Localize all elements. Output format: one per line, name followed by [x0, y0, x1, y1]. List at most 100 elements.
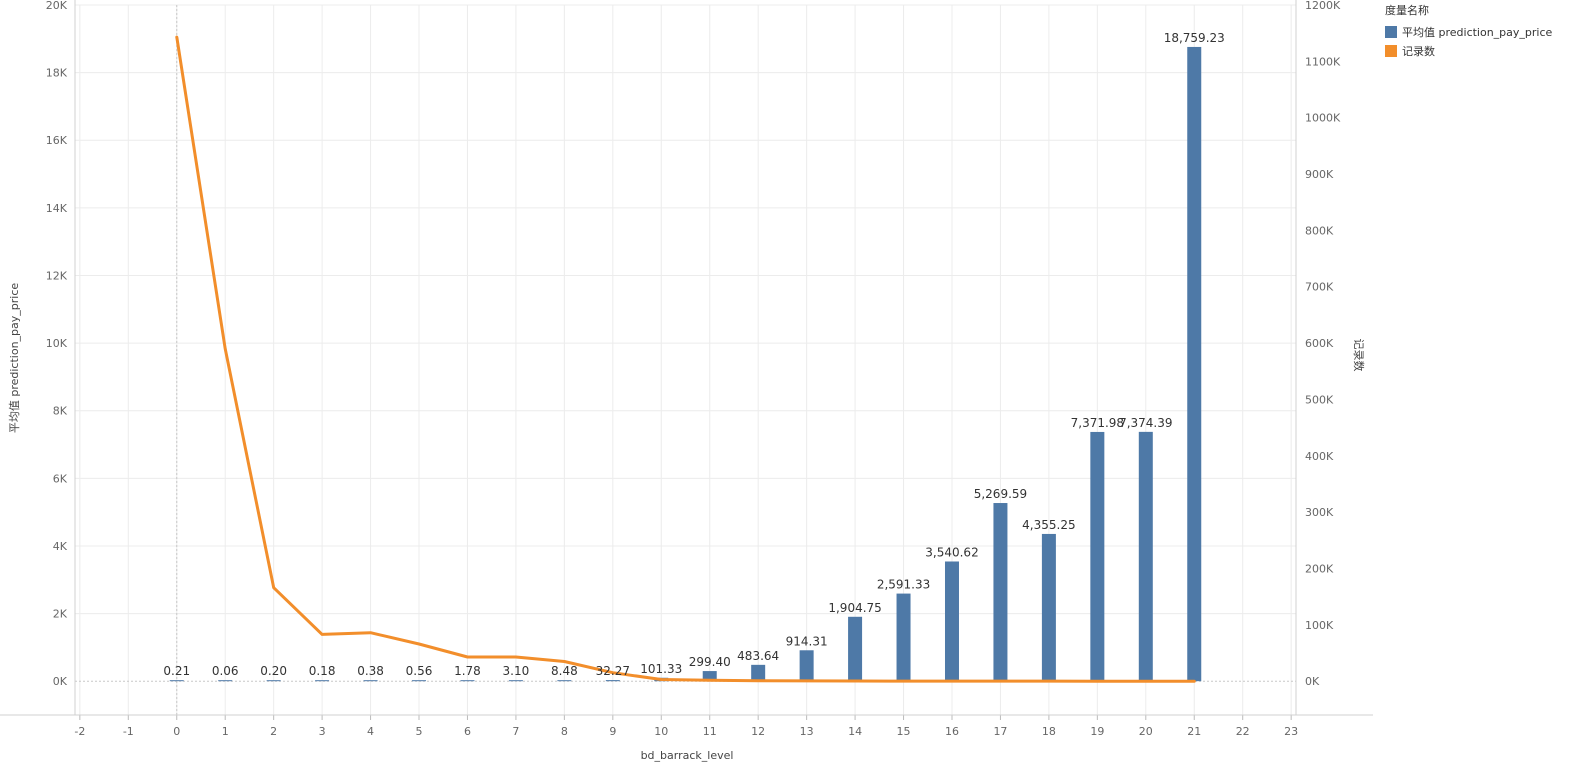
x-tick-label: 5	[416, 725, 423, 738]
x-tick-label: 23	[1284, 725, 1298, 738]
legend-item-record-count[interactable]: 记录数	[1385, 41, 1552, 60]
data-labels: 0.21 0.06 0.20 0.18 0.38 0.56 1.78 3.10 8.48 32.2…	[163, 31, 1224, 678]
x-axis-title: bd_barrack_level	[641, 749, 734, 762]
y-left-tick-label: 8K	[53, 405, 68, 418]
y-right-tick-label: 0K	[1305, 675, 1320, 688]
bar	[1187, 46, 1202, 682]
x-tick-label: 8	[561, 725, 568, 738]
y-right-tick-label: 1000K	[1305, 112, 1341, 125]
bar	[848, 616, 863, 682]
x-tick-label: 17	[993, 725, 1007, 738]
bar	[751, 664, 766, 682]
bar	[993, 503, 1008, 682]
legend-swatch-avg-price	[1385, 25, 1397, 38]
bar-data-label: 2,591.33	[877, 578, 930, 592]
bar-data-label: 0.38	[357, 664, 384, 678]
bar-data-label: 3.10	[503, 664, 530, 678]
y-left-tick-label: 0K	[53, 675, 68, 688]
bar-data-label: 0.56	[406, 664, 433, 678]
y-left-tick-label: 10K	[46, 337, 68, 350]
bar	[412, 680, 427, 682]
bar-data-label: 4,355.25	[1022, 518, 1075, 532]
bar-data-label: 483.64	[737, 649, 779, 663]
bar	[1041, 533, 1056, 682]
bar-data-label: 0.18	[309, 664, 336, 678]
y-left-tick-label: 18K	[46, 67, 68, 80]
x-tick-label: 19	[1090, 725, 1104, 738]
bar	[799, 650, 814, 682]
legend-title: 度量名称	[1385, 4, 1429, 17]
legend-label-avg-price: 平均值 prediction_pay_price	[1402, 25, 1553, 39]
bar-data-label: 18,759.23	[1164, 31, 1225, 45]
x-tick-label: 1	[222, 725, 229, 738]
bar	[944, 561, 959, 682]
bar	[1138, 431, 1153, 682]
y-right-tick-label: 700K	[1305, 281, 1334, 294]
bar-data-label: 914.31	[786, 634, 828, 648]
y-right-tick-label: 100K	[1305, 619, 1334, 632]
y-left-tick-label: 16K	[46, 134, 68, 147]
x-tick-label: 11	[703, 725, 717, 738]
x-tick-label: 7	[512, 725, 519, 738]
bar	[1090, 431, 1105, 682]
x-tick-label: 18	[1042, 725, 1056, 738]
bar	[460, 680, 475, 682]
x-tick-label: 2	[270, 725, 277, 738]
y-left-tick-label: 2K	[53, 608, 68, 621]
x-tick-label: 14	[848, 725, 862, 738]
x-tick-label: 6	[464, 725, 471, 738]
bar-data-label: 7,374.39	[1119, 416, 1172, 430]
bar	[169, 680, 184, 682]
y-right-tick-label: 1200K	[1305, 0, 1341, 12]
legend-item-avg-price[interactable]: 平均值 prediction_pay_price	[1385, 22, 1552, 41]
bar	[605, 680, 620, 682]
x-tick-label: 15	[897, 725, 911, 738]
x-tick-label: 22	[1236, 725, 1250, 738]
bar-data-label: 8.48	[551, 664, 578, 678]
x-tick-label: 0	[173, 725, 180, 738]
y-left-tick-label: 12K	[46, 269, 68, 282]
bar-data-label: 0.20	[260, 664, 287, 678]
bar-series	[169, 46, 1202, 682]
bar	[896, 593, 911, 682]
y-right-tick-label: 300K	[1305, 506, 1334, 519]
y-left-tick-label: 14K	[46, 202, 68, 215]
y-left-tick-label: 4K	[53, 540, 68, 553]
x-tick-label: 4	[367, 725, 374, 738]
bar-data-label: 101.33	[640, 662, 682, 676]
bar	[702, 671, 717, 682]
bar-data-label: 7,371.98	[1071, 416, 1124, 430]
bar-data-label: 0.06	[212, 664, 239, 678]
y-right-tick-label: 1100K	[1305, 55, 1341, 68]
bar	[557, 680, 572, 682]
y-right-tick-label: 400K	[1305, 450, 1334, 463]
bar-data-label: 3,540.62	[925, 545, 978, 559]
x-tick-label: -2	[74, 725, 85, 738]
bar	[315, 680, 330, 682]
grid-lines	[75, 4, 1296, 715]
axes: -2 -1 0 1 2 3 4 5 6 7 8 9 10 11 12 13 14 15 16 17 18 19 20 21 22…	[0, 0, 1373, 738]
y-left-tick-label: 6K	[53, 472, 68, 485]
y-right-tick-label: 800K	[1305, 224, 1334, 237]
x-tick-label: 3	[319, 725, 326, 738]
bar	[363, 680, 378, 682]
bar-data-label: 1,904.75	[828, 601, 881, 615]
x-tick-label: 21	[1187, 725, 1201, 738]
line-series	[175, 35, 1196, 683]
bar-data-label: 1.78	[454, 664, 481, 678]
x-tick-label: 16	[945, 725, 959, 738]
legend-swatch-record-count	[1385, 44, 1397, 57]
x-tick-label: 10	[654, 725, 668, 738]
record-count-line	[175, 35, 1196, 683]
x-tick-label: 20	[1139, 725, 1153, 738]
y-right-tick-label: 900K	[1305, 168, 1334, 181]
y-right-tick-label: 500K	[1305, 393, 1334, 406]
y-axis-left-title: 平均值 prediction_pay_price	[8, 283, 21, 434]
x-tick-label: 12	[751, 725, 765, 738]
bar-data-label: 32.27	[596, 664, 630, 678]
legend-label-record-count: 记录数	[1402, 44, 1435, 58]
x-tick-label: 9	[609, 725, 616, 738]
bar-data-label: 5,269.59	[974, 487, 1027, 501]
y-left-tick-label: 20K	[46, 0, 68, 12]
